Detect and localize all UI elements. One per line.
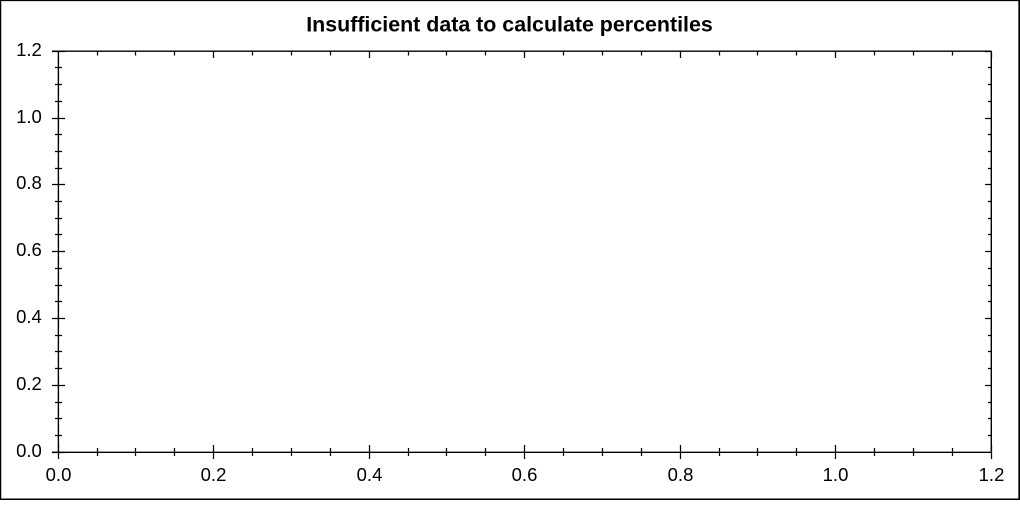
svg-text:0.4: 0.4 [16, 306, 42, 327]
svg-text:0.6: 0.6 [16, 239, 42, 260]
svg-text:Insufficient data to calculate: Insufficient data to calculate percentil… [306, 13, 713, 37]
svg-text:0.8: 0.8 [16, 172, 42, 193]
svg-text:0.2: 0.2 [16, 373, 42, 394]
svg-text:0.4: 0.4 [357, 464, 383, 485]
svg-text:1.2: 1.2 [979, 464, 1005, 485]
svg-text:1.2: 1.2 [16, 39, 42, 60]
svg-text:0.0: 0.0 [16, 440, 42, 461]
svg-text:0.8: 0.8 [668, 464, 694, 485]
svg-text:0.6: 0.6 [512, 464, 538, 485]
svg-text:0.2: 0.2 [201, 464, 227, 485]
svg-text:0.0: 0.0 [46, 464, 72, 485]
svg-text:1.0: 1.0 [823, 464, 849, 485]
svg-text:1.0: 1.0 [16, 106, 42, 127]
